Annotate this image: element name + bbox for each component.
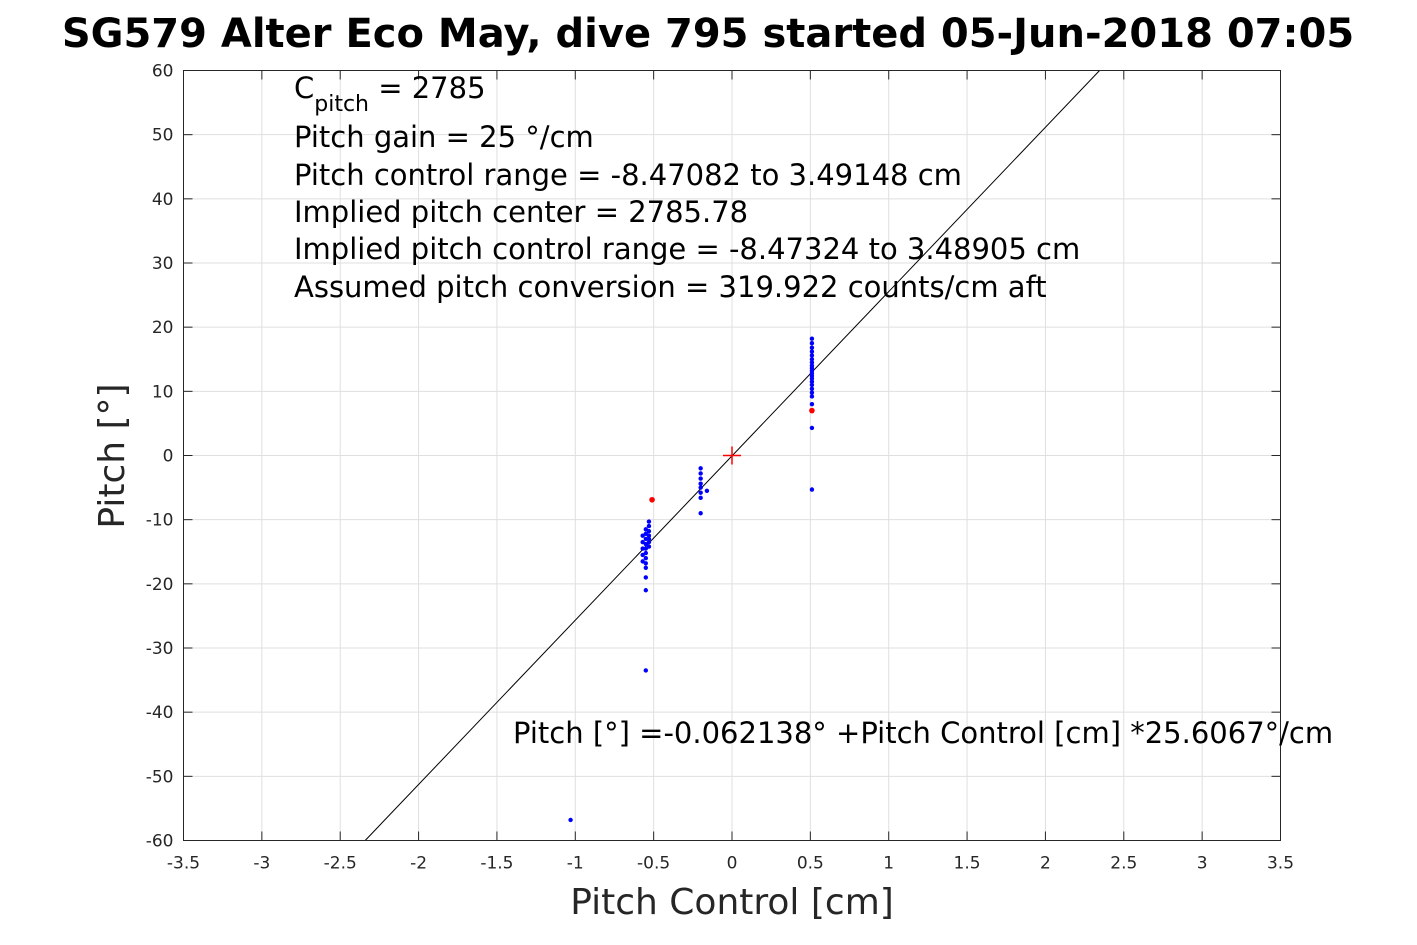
data-point xyxy=(809,379,815,384)
data-point xyxy=(646,536,652,542)
data-point xyxy=(809,487,815,492)
fit-equation-annotation: Pitch [°] =-0.062138° +Pitch Control [cm… xyxy=(513,716,1333,750)
data-point xyxy=(643,555,649,561)
x-tick-label: -3 xyxy=(253,854,270,874)
data-point xyxy=(809,360,815,365)
data-point xyxy=(643,575,649,580)
y-tick-label: -10 xyxy=(146,511,174,531)
data-point xyxy=(568,817,573,823)
data-point xyxy=(640,533,645,538)
data-point xyxy=(643,536,649,542)
data-point xyxy=(640,539,645,545)
center-plus-marker xyxy=(723,446,741,465)
data-point xyxy=(698,495,703,501)
x-tick-label: -1.5 xyxy=(480,854,513,874)
y-tick-label: 10 xyxy=(152,382,174,402)
data-point xyxy=(643,668,649,673)
data-point xyxy=(643,527,649,532)
x-tick-label: -3.5 xyxy=(167,854,200,874)
axis-ticks xyxy=(183,70,1281,841)
data-point xyxy=(698,511,703,516)
implied-pitch-range-annotation: Implied pitch control range = -8.47324 t… xyxy=(294,232,1080,266)
x-tick-label: -1 xyxy=(567,854,584,874)
grid-lines xyxy=(183,70,1281,841)
y-tick-label: -40 xyxy=(146,703,174,723)
data-point xyxy=(809,341,815,346)
y-tick-label: 50 xyxy=(152,126,174,146)
x-tick-label: 1.5 xyxy=(954,854,981,874)
data-point xyxy=(809,345,815,350)
c-pitch-symbol: C xyxy=(294,71,314,105)
data-point xyxy=(809,401,815,407)
implied-pitch-center-annotation: Implied pitch center = 2785.78 xyxy=(294,195,748,229)
data-point xyxy=(809,386,815,391)
y-tick-label: 20 xyxy=(152,318,174,338)
y-tick-labels: 60 50 40 30 20 10 0 -10 -20 -30 -40 -50 -60 xyxy=(146,62,174,852)
x-tick-label: 3.5 xyxy=(1267,854,1294,874)
data-point xyxy=(643,546,649,551)
data-point xyxy=(809,353,815,358)
data-points xyxy=(568,336,815,823)
x-tick-labels: -3.5 -3 -2.5 -2 -1.5 -1 -0.5 0 0.5 1 1.5 2 2.5 3 3.5 xyxy=(167,854,1294,874)
c-pitch-subscript: pitch xyxy=(314,92,369,117)
data-point xyxy=(643,588,649,593)
data-point xyxy=(809,376,815,381)
data-point xyxy=(640,552,645,558)
x-tick-label: 1 xyxy=(883,854,894,874)
data-point xyxy=(698,466,703,471)
data-point xyxy=(640,546,645,551)
x-tick-label: 2 xyxy=(1040,854,1051,874)
x-tick-label: 3 xyxy=(1197,854,1208,874)
data-point xyxy=(809,390,815,395)
data-point xyxy=(809,382,815,388)
data-point xyxy=(698,481,703,486)
data-point xyxy=(809,425,815,431)
x-tick-label: 0.5 xyxy=(797,854,824,874)
data-point xyxy=(646,523,652,529)
data-point xyxy=(809,349,815,354)
data-point xyxy=(809,394,815,399)
data-point xyxy=(698,490,703,495)
c-pitch-annotation: Cpitch = 2785 xyxy=(294,71,486,117)
chart-title: SG579 Alter Eco May, dive 795 started 05… xyxy=(62,11,1354,57)
data-point xyxy=(809,336,815,341)
x-axis-label: Pitch Control [cm] xyxy=(570,882,894,923)
y-tick-label: -50 xyxy=(146,767,174,787)
data-point xyxy=(809,357,815,362)
pitch-gain-annotation: Pitch gain = 25 °/cm xyxy=(294,120,594,154)
data-point xyxy=(698,476,703,481)
data-point xyxy=(643,565,649,570)
y-tick-label: 40 xyxy=(152,190,174,210)
data-point xyxy=(704,488,710,493)
parameter-annotations: Cpitch = 2785 Pitch gain = 25 °/cm Pitch… xyxy=(294,71,1080,304)
c-pitch-value: = 2785 xyxy=(369,71,486,105)
y-tick-label: 60 xyxy=(152,62,174,82)
y-tick-label: -60 xyxy=(146,832,174,852)
x-tick-label: 0 xyxy=(727,854,738,874)
highlight-point xyxy=(649,496,655,503)
y-tick-label: -30 xyxy=(146,639,174,659)
x-tick-label: 2.5 xyxy=(1110,854,1137,874)
data-point xyxy=(640,559,645,564)
x-tick-label: -0.5 xyxy=(637,854,670,874)
y-tick-label: 0 xyxy=(163,447,174,467)
assumed-conversion-annotation: Assumed pitch conversion = 319.922 count… xyxy=(294,270,1047,304)
data-point xyxy=(698,471,703,476)
center-marker-layer xyxy=(723,446,741,465)
data-point xyxy=(698,485,703,490)
y-axis-label: Pitch [°] xyxy=(92,383,133,528)
highlight-point xyxy=(809,407,815,414)
data-point xyxy=(646,519,652,524)
y-tick-label: 30 xyxy=(152,254,174,274)
y-tick-label: -20 xyxy=(146,575,174,595)
x-tick-label: -2 xyxy=(410,854,427,874)
x-tick-label: -2.5 xyxy=(324,854,357,874)
pitch-control-range-annotation: Pitch control range = -8.47082 to 3.4914… xyxy=(294,158,962,192)
